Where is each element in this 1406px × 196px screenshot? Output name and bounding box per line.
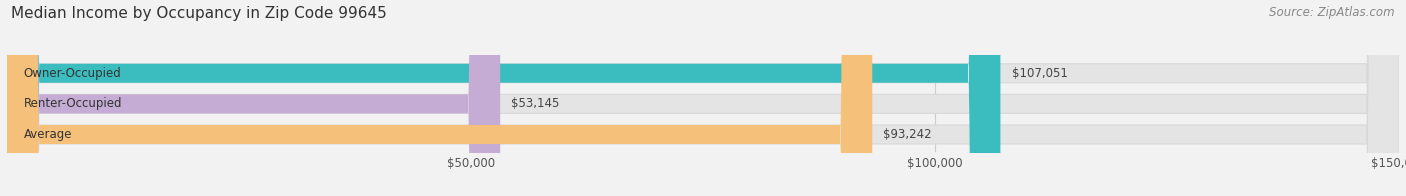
FancyBboxPatch shape xyxy=(7,0,872,196)
FancyBboxPatch shape xyxy=(7,0,1399,196)
Text: $107,051: $107,051 xyxy=(1011,67,1067,80)
Text: Median Income by Occupancy in Zip Code 99645: Median Income by Occupancy in Zip Code 9… xyxy=(11,6,387,21)
Text: Average: Average xyxy=(24,128,72,141)
Text: Owner-Occupied: Owner-Occupied xyxy=(24,67,121,80)
FancyBboxPatch shape xyxy=(7,0,501,196)
FancyBboxPatch shape xyxy=(7,0,1001,196)
Text: $93,242: $93,242 xyxy=(883,128,932,141)
Text: Renter-Occupied: Renter-Occupied xyxy=(24,97,122,110)
FancyBboxPatch shape xyxy=(7,0,1399,196)
Text: $53,145: $53,145 xyxy=(512,97,560,110)
Text: Source: ZipAtlas.com: Source: ZipAtlas.com xyxy=(1270,6,1395,19)
FancyBboxPatch shape xyxy=(7,0,1399,196)
